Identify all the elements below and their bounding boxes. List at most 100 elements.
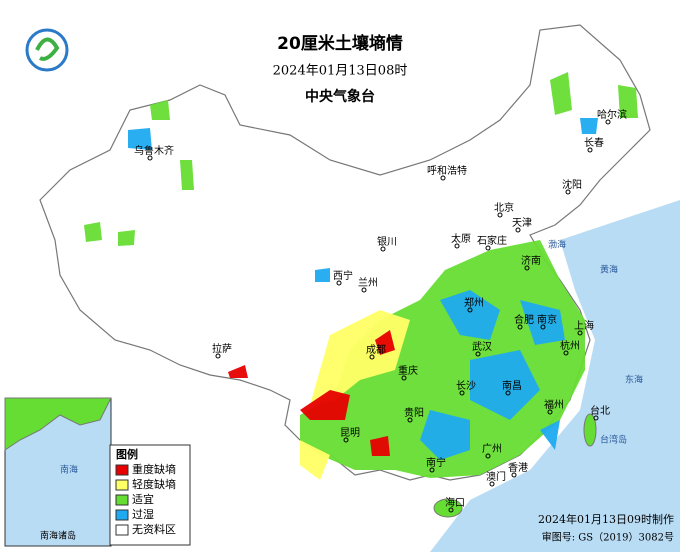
legend-title: 图例: [116, 447, 138, 461]
hainan: [433, 498, 463, 518]
city-dot: [343, 437, 349, 443]
sea-label: 南海: [60, 464, 78, 476]
soil-area: [150, 100, 170, 120]
title: 20厘米土壤墒情: [277, 33, 403, 54]
city-label: 石家庄: [477, 234, 507, 247]
legend-label: 轻度缺墒: [132, 477, 176, 491]
city-label: 重庆: [398, 364, 418, 377]
soil-area: [118, 230, 135, 246]
soil-area: [470, 350, 540, 420]
legend-swatch: [115, 464, 129, 476]
soil-area: [580, 118, 598, 134]
city-label: 太原: [451, 232, 471, 245]
city-dot: [505, 390, 511, 396]
city-label: 拉萨: [212, 342, 232, 355]
city-dot: [497, 212, 503, 218]
city-label: 贵阳: [404, 406, 424, 419]
soil-area: [440, 290, 500, 340]
city-label: 澳门: [486, 470, 506, 483]
city-label: 广州: [482, 443, 502, 455]
city-dot: [440, 175, 446, 181]
inset-label: 南海诸岛: [40, 530, 76, 542]
city-label: 杭州: [560, 339, 580, 352]
sea-label: 台湾岛: [600, 434, 627, 446]
city-label: 银川: [377, 235, 397, 248]
sea-label: 黄海: [600, 264, 618, 276]
city-dot: [577, 330, 583, 336]
soil-area: [300, 440, 330, 480]
city-dot: [485, 245, 491, 251]
soil-area: [128, 128, 152, 150]
city-label: 沈阳: [562, 178, 582, 191]
city-dot: [467, 307, 473, 313]
agency: 中央气象台: [305, 88, 375, 105]
soil-area: [520, 300, 565, 345]
city-dot: [489, 481, 495, 487]
city-label: 武汉: [472, 340, 492, 353]
logo: [25, 28, 69, 72]
city-dot: [475, 351, 481, 357]
review-number: 审图号: GS（2019）3082号: [542, 531, 674, 544]
legend-label: 无资料区: [132, 522, 176, 536]
sea-label: 渤海: [548, 239, 566, 251]
legend-swatch: [115, 524, 129, 536]
city-label: 兰州: [358, 276, 378, 289]
city-label: 海口: [445, 496, 465, 509]
sea: [430, 200, 680, 552]
city-dot: [361, 287, 367, 293]
soil-area: [300, 390, 350, 420]
city-dot: [524, 265, 530, 271]
city-dot: [605, 119, 611, 125]
city-dot: [515, 227, 521, 233]
soil-area: [315, 268, 330, 282]
datetime: 2024年01月13日08时: [273, 64, 408, 79]
inset-land: [4, 397, 112, 451]
city-label: 天津: [512, 217, 532, 229]
city-label: 上海: [574, 319, 594, 332]
soil-area: [228, 365, 248, 378]
city-dot: [407, 417, 413, 423]
soil-area: [540, 420, 560, 450]
city-label: 南京: [537, 313, 557, 326]
soil-area: [84, 222, 102, 242]
legend-label: 适宜: [132, 492, 154, 506]
city-label: 郑州: [464, 296, 484, 309]
city-label: 西宁: [333, 269, 353, 282]
city-label: 北京: [494, 201, 514, 214]
city-label: 哈尔滨: [597, 108, 627, 121]
city-dot: [593, 415, 599, 421]
city-dot: [448, 507, 454, 513]
legend-label: 重度缺墒: [132, 462, 176, 476]
soil-area: [420, 410, 470, 460]
legend-swatch: [115, 494, 129, 506]
city-label: 长沙: [456, 380, 476, 392]
city-label: 长春: [584, 137, 604, 149]
legend-swatch: [115, 479, 129, 491]
city-dot: [540, 324, 546, 330]
made-time: 2024年01月13日09时制作: [538, 512, 674, 526]
city-dot: [517, 324, 523, 330]
legend-swatch: [115, 509, 129, 521]
soil-area: [550, 72, 572, 115]
city-dot: [565, 189, 571, 195]
city-label: 乌鲁木齐: [134, 144, 174, 157]
city-label: 南宁: [426, 456, 446, 469]
soil-area: [618, 85, 638, 118]
soil-area: [375, 330, 395, 355]
city-label: 昆明: [340, 427, 360, 439]
city-dot: [429, 467, 435, 473]
city-dot: [459, 390, 465, 396]
city-dot: [511, 472, 517, 478]
city-label: 台北: [590, 404, 610, 417]
city-dot: [454, 243, 460, 249]
inset: 南海诸岛: [4, 397, 112, 547]
legend-label: 过湿: [132, 508, 154, 521]
city-label: 合肥: [514, 313, 534, 326]
city-label: 呼和浩特: [427, 165, 467, 177]
city-dot: [563, 350, 569, 356]
city-dot: [369, 354, 375, 360]
city-dot: [380, 246, 386, 252]
city-label: 香港: [508, 462, 528, 474]
